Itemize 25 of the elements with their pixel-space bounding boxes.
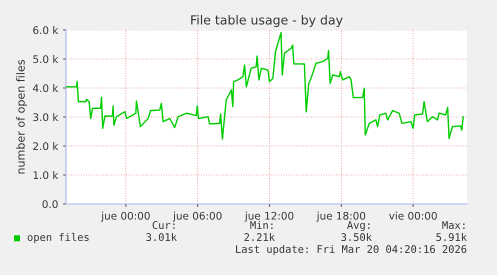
x-tick-label: jue 18:00 <box>316 212 366 222</box>
text: 3.50k <box>341 232 372 242</box>
text: Cur: <box>152 221 174 230</box>
chart-title: File table usage - by day <box>191 14 343 28</box>
line-series <box>66 32 464 140</box>
text: 3.01k <box>146 232 177 242</box>
y-axis-title: number of open files <box>16 60 27 174</box>
text: Min: <box>250 220 272 229</box>
text: 2.21k <box>244 232 275 241</box>
legend-label: open files <box>28 232 89 244</box>
x-tick-label: jue 06:00 <box>172 212 222 222</box>
text: Avg: <box>347 221 370 232</box>
y-tick-label: 6.0 k <box>33 26 58 34</box>
y-tick-label: 5.0 k <box>33 55 58 64</box>
y-tick-label: 2.0 k <box>33 142 58 150</box>
y-tick-label: 0.0 <box>42 200 58 208</box>
text: Max: <box>442 221 464 230</box>
y-tick-label: 4.0 k <box>32 84 58 92</box>
x-tick-label: jue 12:00 <box>244 212 294 222</box>
text: 5.91k <box>436 232 467 242</box>
x-tick-label: vie 00:00 <box>389 212 437 220</box>
x-tick-label: jue 00:00 <box>101 212 150 222</box>
y-tick-label: 1.0 k <box>34 171 58 180</box>
y-tick-label: 3.0 k <box>33 113 58 122</box>
text: Last update: Fri Mar 20 04:20:16 2026 <box>236 244 466 256</box>
